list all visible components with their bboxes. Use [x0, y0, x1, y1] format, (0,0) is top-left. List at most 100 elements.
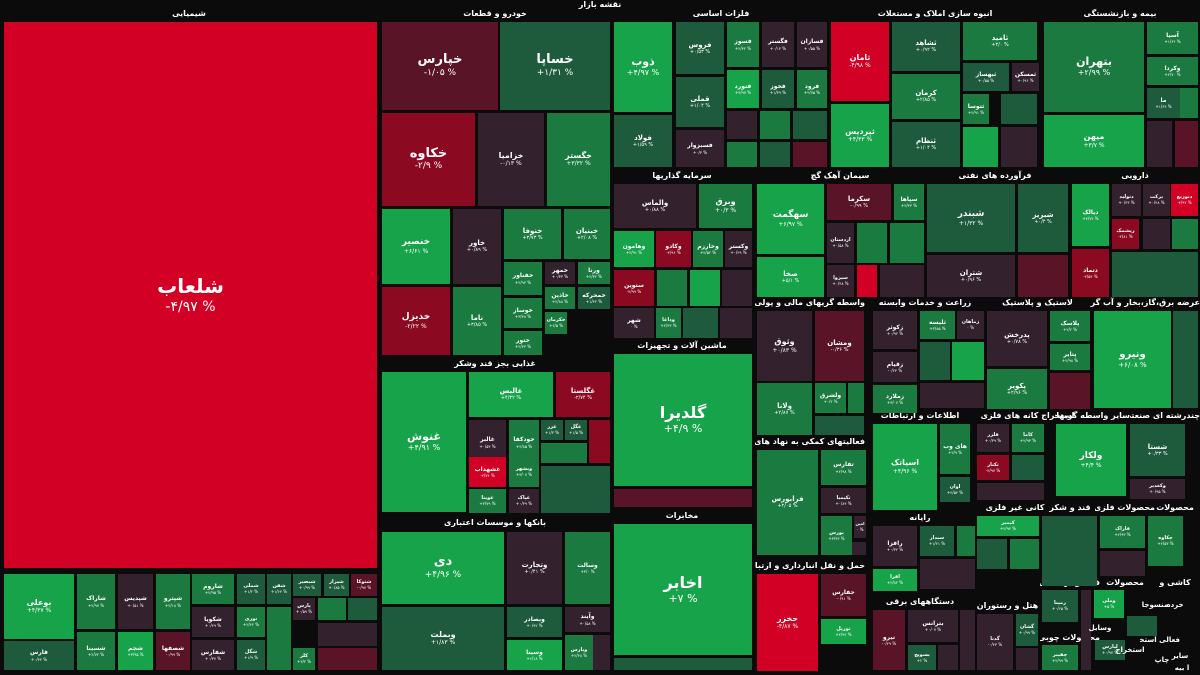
small-tile[interactable] — [1112, 252, 1198, 297]
stock-tile[interactable]: قملی +۱/۰۴ % — [676, 77, 724, 127]
stock-tile[interactable]: ثامان -۴/۹۸ % — [831, 22, 889, 101]
small-tile[interactable] — [541, 466, 610, 513]
stock-tile[interactable]: غنوش +۴/۹۱ % — [382, 372, 466, 512]
stock-tile[interactable]: میهن +۳/۷ % — [1044, 115, 1144, 167]
small-tile[interactable] — [1001, 127, 1037, 167]
stock-tile[interactable]: ثشاهد +۰/۹۲ % — [892, 22, 960, 71]
small-tile[interactable] — [1175, 88, 1198, 118]
stock-tile[interactable]: شملی +۱/۲ % — [237, 574, 265, 604]
stock-tile[interactable]: فرود +۲/۷۵ % — [797, 70, 827, 108]
stock-tile[interactable]: وثوق +۰/۸۳ % — [757, 311, 812, 381]
stock-tile[interactable]: شبصیر +۰/۹۹ % — [293, 574, 321, 596]
stock-tile[interactable]: حخزر -۴/۸۷ % — [757, 574, 818, 671]
small-tile[interactable] — [793, 142, 827, 167]
stock-tile[interactable]: اسیاتک +۴/۹۶ % — [873, 424, 937, 510]
stock-tile[interactable]: افرا +۲/۸۲ % — [873, 569, 917, 591]
stock-tile[interactable]: رمپنا +۰/۶۵ % — [1042, 590, 1078, 622]
stock-tile[interactable]: خبنیان +۲/۰۸ % — [564, 209, 610, 259]
small-tile[interactable] — [760, 142, 790, 167]
small-tile[interactable] — [1147, 121, 1172, 167]
stock-tile[interactable]: بترانس +۰/۰۷ % — [908, 610, 958, 642]
small-tile[interactable] — [1016, 648, 1038, 670]
stock-tile[interactable]: غشهداب -۲/۷۴ % — [469, 457, 506, 487]
stock-tile[interactable]: خگستر +۳/۳۲ % — [547, 113, 610, 206]
stock-tile[interactable]: ثنظام +۱/۰۴ % — [892, 122, 960, 167]
stock-tile[interactable]: چفیبر +۲/۹۹ % — [1042, 645, 1078, 670]
stock-tile[interactable]: تکیمیا +۰/۸۴ % — [821, 488, 866, 513]
stock-tile[interactable]: سهگمت +۶/۹۷ % — [757, 184, 824, 254]
small-tile[interactable] — [614, 658, 752, 670]
stock-tile[interactable]: رافزا +۰/۳۲ % — [873, 526, 917, 566]
small-tile[interactable] — [938, 645, 958, 670]
stock-tile[interactable]: وآیند +۰/۵۸ % — [565, 607, 610, 632]
stock-tile[interactable]: سپاها +۲/۴۳ % — [894, 184, 924, 220]
stock-tile[interactable]: آسیا +۱/۶۲ % — [1147, 22, 1198, 54]
stock-tile[interactable]: ثمسکن +۰/۹۶ % — [1012, 63, 1039, 91]
small-tile[interactable] — [318, 598, 346, 620]
stock-tile[interactable]: وبرق +۰/۳ % — [699, 184, 752, 228]
stock-tile[interactable]: فسازان +۰/۵۵ % — [797, 22, 827, 67]
stock-tile[interactable]: ختور +۲/۴۳ % — [504, 331, 542, 355]
small-tile[interactable] — [1042, 516, 1097, 586]
stock-tile[interactable]: بوعلی +۴/۳۷ % — [4, 574, 74, 639]
stock-tile[interactable]: کیمیر +۲/۹۳ % — [977, 516, 1039, 536]
stock-tile[interactable]: ورنا +۲/۳۲ % — [578, 262, 610, 284]
stock-tile[interactable]: گدنا -۰/۴۳ % — [977, 614, 1013, 670]
small-tile[interactable] — [857, 223, 887, 263]
small-tile[interactable] — [920, 383, 984, 408]
small-tile[interactable] — [952, 342, 984, 380]
small-tile[interactable] — [793, 111, 827, 139]
stock-tile[interactable]: دتولید +۰/۴۳ % — [1112, 184, 1141, 216]
small-tile[interactable] — [1143, 219, 1170, 249]
stock-tile[interactable]: بورس +۳/۹۳ % — [821, 516, 852, 555]
stock-tile[interactable]: دیالک +۴/۷۴ % — [1072, 184, 1109, 246]
stock-tile[interactable]: تورپل +۲/۹۲ % — [821, 619, 866, 644]
stock-tile[interactable]: فروس +۰/۵۳ % — [676, 22, 724, 74]
small-tile[interactable] — [683, 308, 718, 338]
small-tile[interactable] — [318, 648, 377, 670]
stock-tile[interactable]: خساپا +۱/۳۱ % — [500, 22, 610, 110]
small-tile[interactable] — [1100, 551, 1145, 576]
stock-tile[interactable]: خنصیر +۶/۶۱ % — [382, 209, 450, 284]
small-tile[interactable] — [589, 420, 610, 463]
small-tile[interactable] — [960, 610, 975, 670]
stock-tile[interactable]: شاراک +۲/۹۷ % — [77, 574, 115, 629]
stock-tile[interactable]: ثبهساز +۰/۵۵ % — [963, 63, 1009, 91]
stock-tile[interactable]: شفن +۱/۶۴ % — [267, 574, 291, 604]
stock-tile[interactable]: ثپردیس +۴/۳۳ % — [831, 104, 889, 167]
small-tile[interactable] — [727, 111, 757, 139]
stock-tile[interactable]: فسبزوار +۰/۳ % — [676, 130, 724, 167]
stock-tile[interactable]: وبشهر +۳/۰۷ % — [509, 457, 539, 487]
small-tile[interactable] — [541, 443, 587, 463]
stock-tile[interactable]: زقیام -۰/۲۴ % — [873, 352, 917, 382]
stock-tile[interactable]: خکرمان +۲/۵ % — [545, 312, 567, 334]
stock-tile[interactable]: خمهر +۰/۳۳ % — [545, 262, 575, 284]
stock-tile[interactable]: وکستر +۰/۲۹ % — [725, 231, 752, 267]
stock-tile[interactable]: غگل +۱/۵ % — [565, 420, 587, 440]
stock-tile[interactable]: ذوب +۴/۹۷ % — [614, 22, 672, 112]
stock-tile[interactable]: اوان +۲/۵۴ % — [940, 477, 970, 502]
stock-tile[interactable]: خنوفا +۳/۷۳ % — [504, 209, 561, 259]
small-tile[interactable] — [614, 489, 752, 507]
stock-tile[interactable]: دتماد -۲/۵۴ % — [1072, 249, 1109, 297]
stock-tile[interactable]: ومشان -۰/۳۶ % — [815, 311, 864, 381]
small-tile[interactable] — [722, 270, 752, 306]
stock-tile[interactable]: وخارزم +۲/۵۲ % — [693, 231, 723, 267]
stock-tile[interactable]: وسالت +۳/۰ % — [565, 532, 610, 604]
small-tile[interactable] — [727, 142, 757, 167]
stock-tile[interactable]: فسوز +۲/۴۲ % — [727, 22, 759, 67]
stock-tile[interactable]: کاما +۲/۹۳ % — [1012, 424, 1044, 452]
stock-tile[interactable]: شاروم +۲/۹۵ % — [192, 574, 234, 604]
stock-tile[interactable]: کرمان +۲/۸۵ % — [892, 74, 960, 119]
stock-tile[interactable]: شصفها -۰/۹۹ % — [156, 632, 190, 670]
small-tile[interactable] — [1081, 590, 1091, 670]
small-tile[interactable] — [720, 308, 752, 338]
stock-tile[interactable]: سیزوا +۰/۴۸ % — [827, 265, 854, 297]
stock-tile[interactable]: غگلستا -۲/۷۴ % — [556, 372, 610, 417]
stock-tile[interactable]: ونیرو +۶/۰۸ % — [1094, 311, 1171, 408]
stock-tile[interactable]: نیرو -۰/۲۹ % — [873, 610, 905, 670]
stock-tile[interactable]: شهر ۰ % — [614, 308, 654, 338]
stock-tile[interactable]: فخوز +۱/۳۹ % — [762, 70, 794, 108]
stock-tile[interactable]: ناما +۳/۸۵ % — [453, 287, 501, 355]
stock-tile[interactable]: خپارس -۱/۰۵ % — [382, 22, 498, 110]
